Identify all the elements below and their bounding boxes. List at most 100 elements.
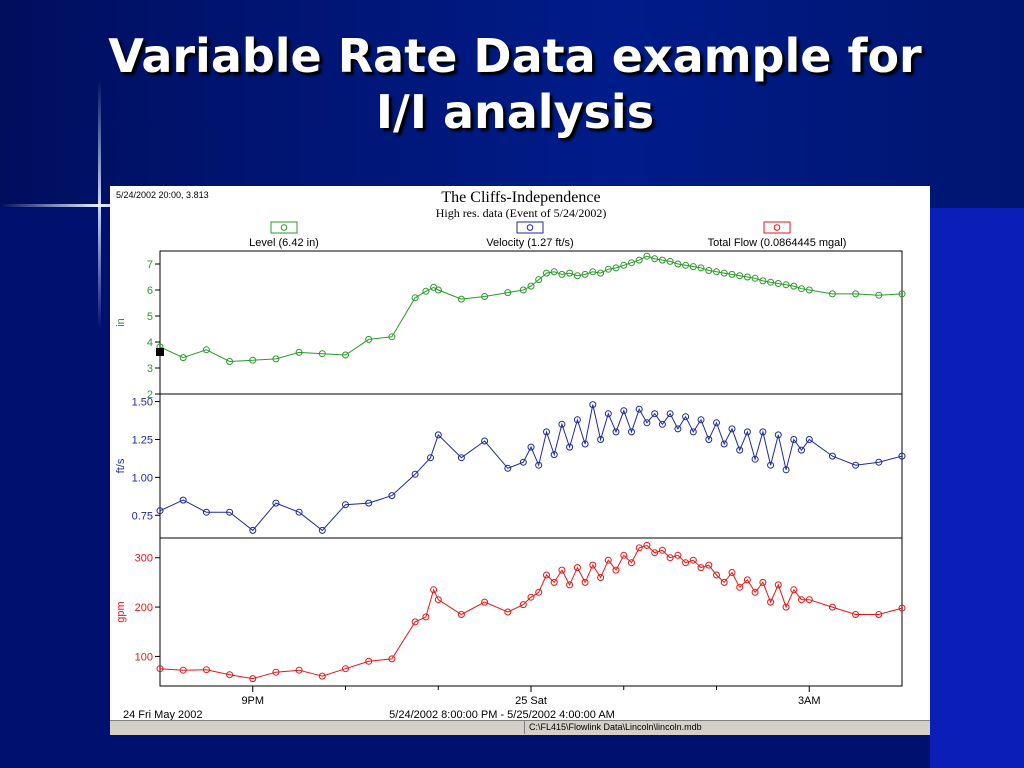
data-point xyxy=(457,454,465,462)
data-point xyxy=(705,436,713,443)
data-point xyxy=(689,556,697,564)
data-point xyxy=(728,569,736,576)
data-point xyxy=(249,675,257,683)
data-point xyxy=(751,274,759,282)
data-point xyxy=(666,410,674,418)
data-point xyxy=(697,564,705,572)
data-point xyxy=(226,671,234,679)
data-point xyxy=(543,571,550,579)
data-point xyxy=(658,256,666,264)
series-line xyxy=(159,255,903,363)
data-point xyxy=(898,290,906,298)
x-tick-label: 25 Sat xyxy=(515,695,547,707)
data-point xyxy=(743,273,751,281)
data-point xyxy=(388,655,396,663)
data-point xyxy=(666,554,674,562)
y-tick-label: 1.50 xyxy=(132,397,153,409)
data-point xyxy=(566,269,574,277)
decorative-glow-horizontal xyxy=(0,204,200,207)
data-point xyxy=(751,588,759,596)
data-point xyxy=(805,286,813,294)
data-point xyxy=(705,267,713,274)
legend-item: Total Flow (0.0864445 mgal) xyxy=(708,221,846,249)
data-point xyxy=(852,290,860,298)
y-axis-label: ft/s xyxy=(115,458,127,473)
data-point xyxy=(720,440,728,448)
data-point xyxy=(798,596,805,604)
y-axis-label: in xyxy=(115,318,127,327)
legend-swatch xyxy=(270,221,298,234)
data-point xyxy=(519,601,527,609)
data-point xyxy=(411,618,419,626)
data-point xyxy=(179,666,187,674)
data-point xyxy=(249,356,257,364)
data-point xyxy=(156,507,164,515)
data-point xyxy=(589,401,597,409)
data-point xyxy=(875,291,883,299)
data-point xyxy=(728,425,736,433)
data-point xyxy=(782,466,790,474)
data-point xyxy=(295,666,303,674)
legend-label: Level (6.42 in) xyxy=(249,237,319,249)
data-point xyxy=(705,561,713,569)
data-point xyxy=(535,588,543,596)
data-point xyxy=(249,526,257,534)
data-point xyxy=(643,541,651,549)
data-point xyxy=(635,544,643,552)
data-point xyxy=(318,526,326,534)
data-point xyxy=(658,420,666,428)
data-point xyxy=(365,335,373,343)
x-tick-label: 9PM xyxy=(241,695,264,707)
data-point xyxy=(674,425,682,433)
data-point xyxy=(156,665,164,673)
panel-level: 2 3 4 5 6 7 in xyxy=(115,250,906,401)
data-point xyxy=(674,551,682,559)
data-point xyxy=(481,293,489,300)
legend-swatch xyxy=(763,221,791,234)
data-point xyxy=(272,355,280,363)
data-point xyxy=(226,358,234,365)
data-point xyxy=(202,346,210,354)
data-point xyxy=(535,461,543,469)
series-line xyxy=(159,544,903,680)
data-point xyxy=(202,666,210,674)
chart-window[interactable]: 5/24/2002 20:00, 3.813 The Cliffs-Indepen… xyxy=(110,186,930,735)
data-point xyxy=(628,428,635,436)
data-point xyxy=(728,270,736,278)
data-point xyxy=(767,278,775,286)
data-point xyxy=(566,581,574,589)
legend-swatch xyxy=(516,221,544,234)
data-point xyxy=(573,416,581,424)
data-point xyxy=(226,508,234,516)
data-point xyxy=(798,285,805,293)
slide-side-panel xyxy=(930,208,1024,768)
data-point xyxy=(481,437,489,445)
data-point xyxy=(535,276,543,284)
data-point xyxy=(422,287,430,295)
data-point xyxy=(651,549,659,557)
data-point xyxy=(743,576,751,584)
data-point xyxy=(202,508,210,516)
data-point xyxy=(342,351,349,359)
data-point xyxy=(589,268,597,276)
data-point xyxy=(597,574,605,581)
slide-title-line-2: I/I analysis xyxy=(375,85,655,139)
data-point xyxy=(628,259,635,267)
data-point xyxy=(365,499,373,507)
flow-chart[interactable]: 5/24/2002 20:00, 3.813 The Cliffs-Indepen… xyxy=(110,186,930,720)
data-point xyxy=(318,672,326,680)
data-point xyxy=(422,613,430,621)
data-point xyxy=(620,551,628,559)
cursor-readout: 5/24/2002 20:00, 3.813 xyxy=(116,190,209,200)
data-point xyxy=(179,354,187,362)
data-point xyxy=(434,286,442,294)
panel-total-flow: 100 200 300 gpm xyxy=(115,537,906,687)
data-point xyxy=(612,428,620,436)
data-point xyxy=(342,501,349,509)
y-tick-label: 1.00 xyxy=(132,472,153,484)
legend-marker xyxy=(773,224,781,231)
data-point xyxy=(566,443,574,451)
data-point xyxy=(481,598,489,606)
legend-marker xyxy=(526,224,534,231)
data-point xyxy=(798,446,805,454)
